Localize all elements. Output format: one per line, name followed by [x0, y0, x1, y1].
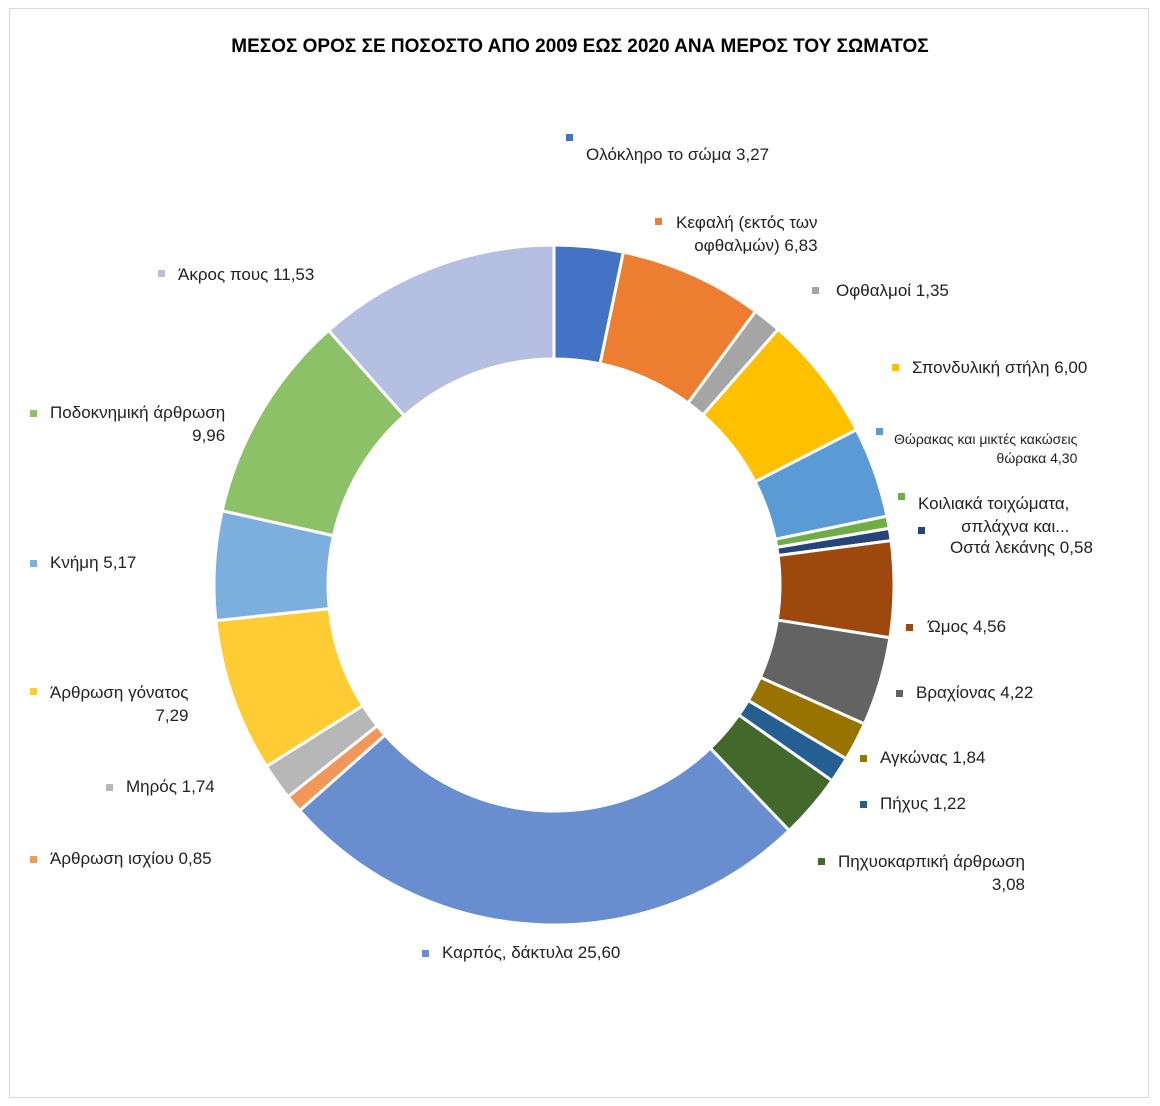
data-label-8: Βραχίονας 4,22: [916, 683, 1034, 702]
legend-marker-2: [812, 287, 819, 294]
data-label-9: Αγκώνας 1,84: [880, 748, 986, 767]
legend-marker-0: [566, 134, 573, 141]
legend-marker-12: [422, 950, 429, 957]
data-label-17: Ποδοκνημική άρθρωση 9,96: [50, 403, 226, 445]
slice-12: [297, 732, 792, 927]
legend-marker-9: [860, 755, 867, 762]
data-label-15: Άρθρωση γόνατος 7,29: [50, 683, 189, 725]
legend-marker-15: [30, 688, 37, 695]
data-label-13: Άρθρωση ισχίου 0,85: [50, 849, 212, 868]
legend-marker-3: [892, 364, 899, 371]
data-label-7: Ώμος 4,56: [928, 617, 1007, 636]
legend-marker-17: [30, 410, 37, 417]
legend-marker-8: [896, 690, 903, 697]
slice-18: [326, 243, 556, 418]
legend-marker-14: [106, 784, 113, 791]
legend-marker-7: [906, 624, 913, 631]
data-label-6: Οστά λεκάνης 0,58: [950, 538, 1093, 557]
data-label-11: Πηχυοκαρπική άρθρωση 3,08: [838, 852, 1025, 894]
legend-marker-4: [876, 428, 883, 435]
data-label-5: Κοιλιακά τοιχώματα, σπλάχνα και...: [918, 494, 1070, 536]
legend-marker-10: [860, 801, 867, 808]
legend-marker-5: [898, 493, 905, 500]
data-label-12: Καρπός, δάκτυλα 25,60: [442, 943, 621, 962]
chart-title: ΜΕΣΟΣ ΟΡΟΣ ΣΕ ΠΟΣΟΣΤΟ ΑΠΟ 2009 ΕΩΣ 2020 …: [231, 36, 929, 57]
data-label-1: Κεφαλή (εκτός των οφθαλμών) 6,83: [676, 213, 818, 255]
data-label-14: Μηρός 1,74: [126, 777, 215, 796]
legend-marker-16: [30, 560, 37, 567]
legend-marker-1: [655, 218, 662, 225]
data-label-4: Θώρακας και μικτές κακώσεις θώρακα 4,30: [894, 431, 1078, 466]
data-label-18: Άκρος πους 11,53: [178, 265, 315, 284]
legend-marker-11: [818, 858, 825, 865]
data-label-3: Σπονδυλική στήλη 6,00: [912, 358, 1088, 377]
data-label-2: Οφθαλμοί 1,35: [836, 281, 949, 300]
data-label-16: Κνήμη 5,17: [50, 553, 137, 572]
data-label-0: Ολόκληρο το σώμα 3,27: [586, 145, 770, 164]
legend-marker-18: [158, 270, 165, 277]
legend-marker-6: [918, 527, 925, 534]
legend-marker-13: [30, 856, 37, 863]
data-label-10: Πήχυς 1,22: [880, 794, 966, 813]
